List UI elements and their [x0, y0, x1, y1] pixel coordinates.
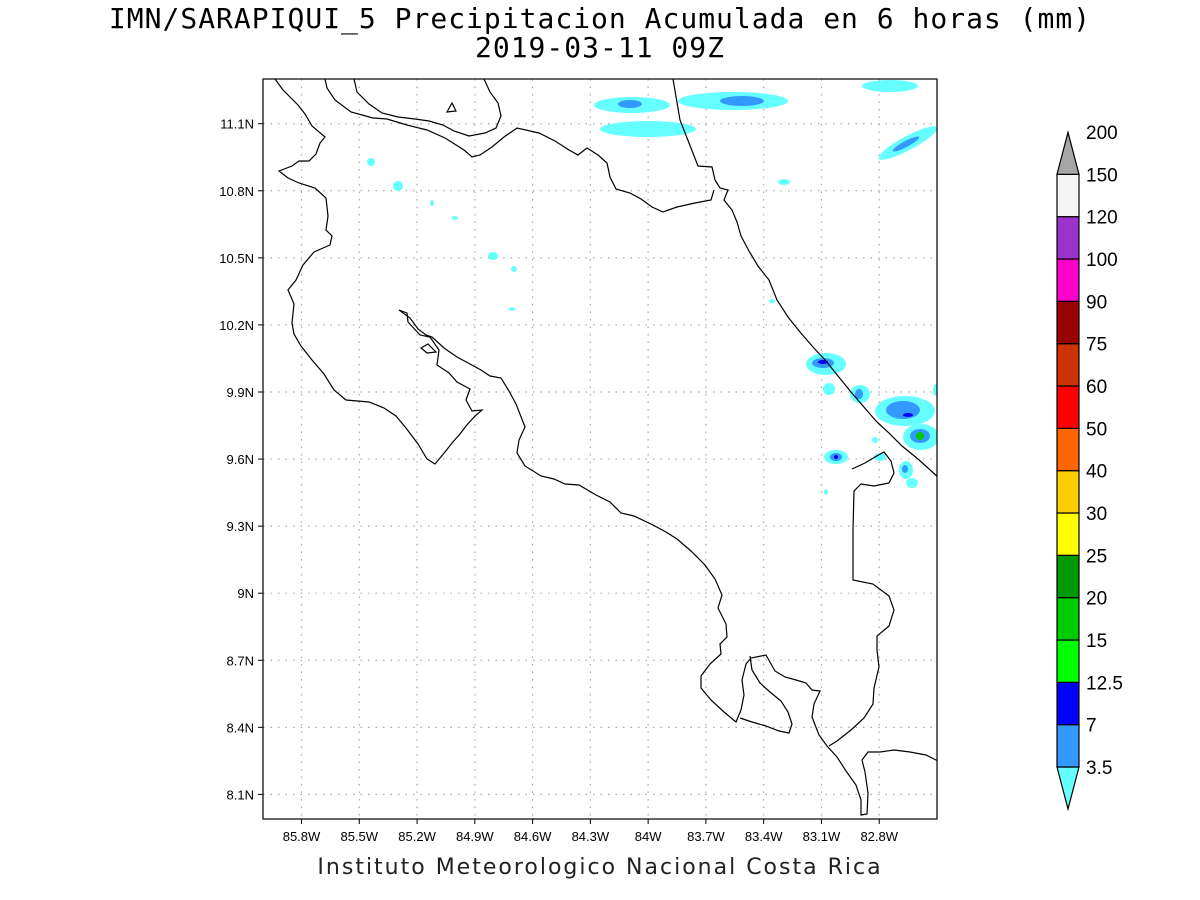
- precip-patch: [367, 158, 375, 166]
- lake-outline: [445, 101, 457, 113]
- precip-patch: [452, 216, 458, 220]
- colorbar-swatch: [1056, 597, 1080, 641]
- footer-credit: Instituto Meteorologico Nacional Costa R…: [317, 855, 883, 880]
- y-tick-label: 10.2N: [219, 318, 254, 333]
- nicaragua-border: [324, 79, 715, 213]
- pacific-coastline: [274, 79, 937, 816]
- precip-patch: [488, 252, 498, 260]
- y-tick-label: 8.7N: [227, 653, 254, 668]
- precipitation-field: [367, 80, 937, 495]
- x-tick-label: 83.1W: [803, 829, 841, 844]
- colorbar-label: 3.5: [1086, 758, 1112, 779]
- x-tick-label: 83.7W: [687, 829, 725, 844]
- colorbar-label: 40: [1086, 462, 1107, 483]
- colorbar-label: 200: [1086, 123, 1118, 144]
- map-grid: [263, 79, 937, 819]
- x-tick-label: 85.8W: [283, 829, 321, 844]
- x-tick-label: 84.6W: [514, 829, 552, 844]
- x-tick-label: 85.2W: [398, 829, 436, 844]
- coastline: [274, 79, 937, 816]
- y-tick-label: 9.3N: [227, 519, 254, 534]
- precip-patch: [903, 413, 913, 417]
- colorbar-swatch: [1056, 343, 1080, 387]
- precip-patch: [720, 96, 764, 106]
- precip-patch: [933, 384, 937, 396]
- caribbean-coastline: [353, 79, 502, 137]
- colorbar-swatch: [1056, 258, 1080, 302]
- colorbar-swatch: [1056, 173, 1080, 218]
- colorbar-swatch: [1056, 216, 1080, 260]
- x-axis-ticks: 85.8W 85.5W 85.2W 84.9W 84.6W 84.3W 84W 83.7W 83…: [283, 819, 899, 844]
- page-title: IMN/SARAPIQUI_5 Precipitacion Acumulada …: [108, 2, 1092, 35]
- map-frame: [262, 78, 938, 820]
- colorbar-label: 30: [1086, 504, 1107, 525]
- x-tick-label: 83.4W: [745, 829, 783, 844]
- precip-patch: [892, 136, 920, 152]
- precip-patch: [872, 437, 878, 443]
- colorbar-label: 75: [1086, 335, 1107, 356]
- y-tick-label: 9N: [237, 586, 254, 601]
- colorbar-swatch: [1056, 427, 1080, 472]
- colorbar-label: 12.5: [1086, 673, 1123, 694]
- precip-patch: [862, 80, 918, 92]
- colorbar-high-arrow: [1056, 129, 1080, 175]
- precip-patch: [823, 383, 835, 395]
- colorbar-label: 150: [1086, 165, 1118, 186]
- y-axis-ticks: 11.1N 10.8N 10.5N 10.2N 9.9N 9.6N 9.3N 9N 8.7N 8.…: [219, 117, 263, 802]
- colorbar-swatch: [1056, 554, 1080, 599]
- precip-patch: [618, 100, 642, 108]
- x-tick-label: 82.8W: [860, 829, 898, 844]
- colorbar-label: 25: [1086, 546, 1107, 567]
- colorbar-swatch: [1056, 639, 1080, 683]
- colorbar-swatch: [1056, 470, 1080, 514]
- colorbar-swatch: [1056, 724, 1080, 768]
- colorbar-legend: 3.5 7 12.5 15 20 25 30 40 50 60 75 90 100 120 150 200: [1056, 123, 1123, 812]
- precip-patch: [906, 478, 918, 488]
- precip-patch: [393, 181, 403, 191]
- precip-patch: [855, 389, 863, 399]
- precip-patch: [600, 121, 696, 137]
- page-subtitle: 2019-03-11 09Z: [474, 31, 725, 64]
- osa-peninsula: [739, 655, 793, 734]
- colorbar-swatch: [1056, 300, 1080, 345]
- y-tick-label: 11.1N: [220, 117, 254, 132]
- precip-patch: [430, 200, 434, 206]
- x-tick-label: 84.9W: [456, 829, 494, 844]
- precip-patch: [769, 299, 775, 303]
- precip-patch: [874, 453, 886, 461]
- colorbar-swatch: [1056, 512, 1080, 556]
- x-tick-label: 84W: [635, 829, 662, 844]
- x-tick-label: 85.5W: [340, 829, 378, 844]
- colorbar-label: 120: [1086, 208, 1118, 229]
- precip-patch: [886, 401, 920, 419]
- x-tick-label: 84.3W: [572, 829, 610, 844]
- precip-patch: [509, 307, 515, 311]
- precip-patch: [824, 489, 828, 495]
- caribbean-coast-east: [672, 79, 937, 478]
- y-tick-label: 8.1N: [227, 787, 254, 802]
- y-tick-label: 10.8N: [219, 184, 254, 199]
- colorbar-label: 60: [1086, 377, 1107, 398]
- y-tick-label: 8.4N: [227, 720, 254, 735]
- colorbar-swatch: [1056, 681, 1080, 726]
- colorbar-low-arrow: [1056, 766, 1080, 812]
- gulf-island: [419, 343, 438, 354]
- colorbar-label: 100: [1086, 250, 1118, 271]
- y-tick-label: 9.9N: [227, 385, 254, 400]
- y-tick-label: 9.6N: [227, 452, 254, 467]
- y-tick-label: 10.5N: [219, 251, 254, 266]
- colorbar-label: 15: [1086, 631, 1107, 652]
- precip-patch: [916, 432, 924, 440]
- colorbar-label: 7: [1086, 716, 1097, 737]
- precip-patch: [902, 465, 908, 473]
- precip-patch: [834, 455, 838, 459]
- colorbar-swatch: [1056, 385, 1080, 429]
- panama-border: [828, 451, 895, 747]
- precip-patch: [778, 179, 790, 185]
- precip-patch: [511, 266, 517, 272]
- colorbar-label: 20: [1086, 589, 1107, 610]
- colorbar-label: 90: [1086, 292, 1107, 313]
- colorbar-label: 50: [1086, 419, 1107, 440]
